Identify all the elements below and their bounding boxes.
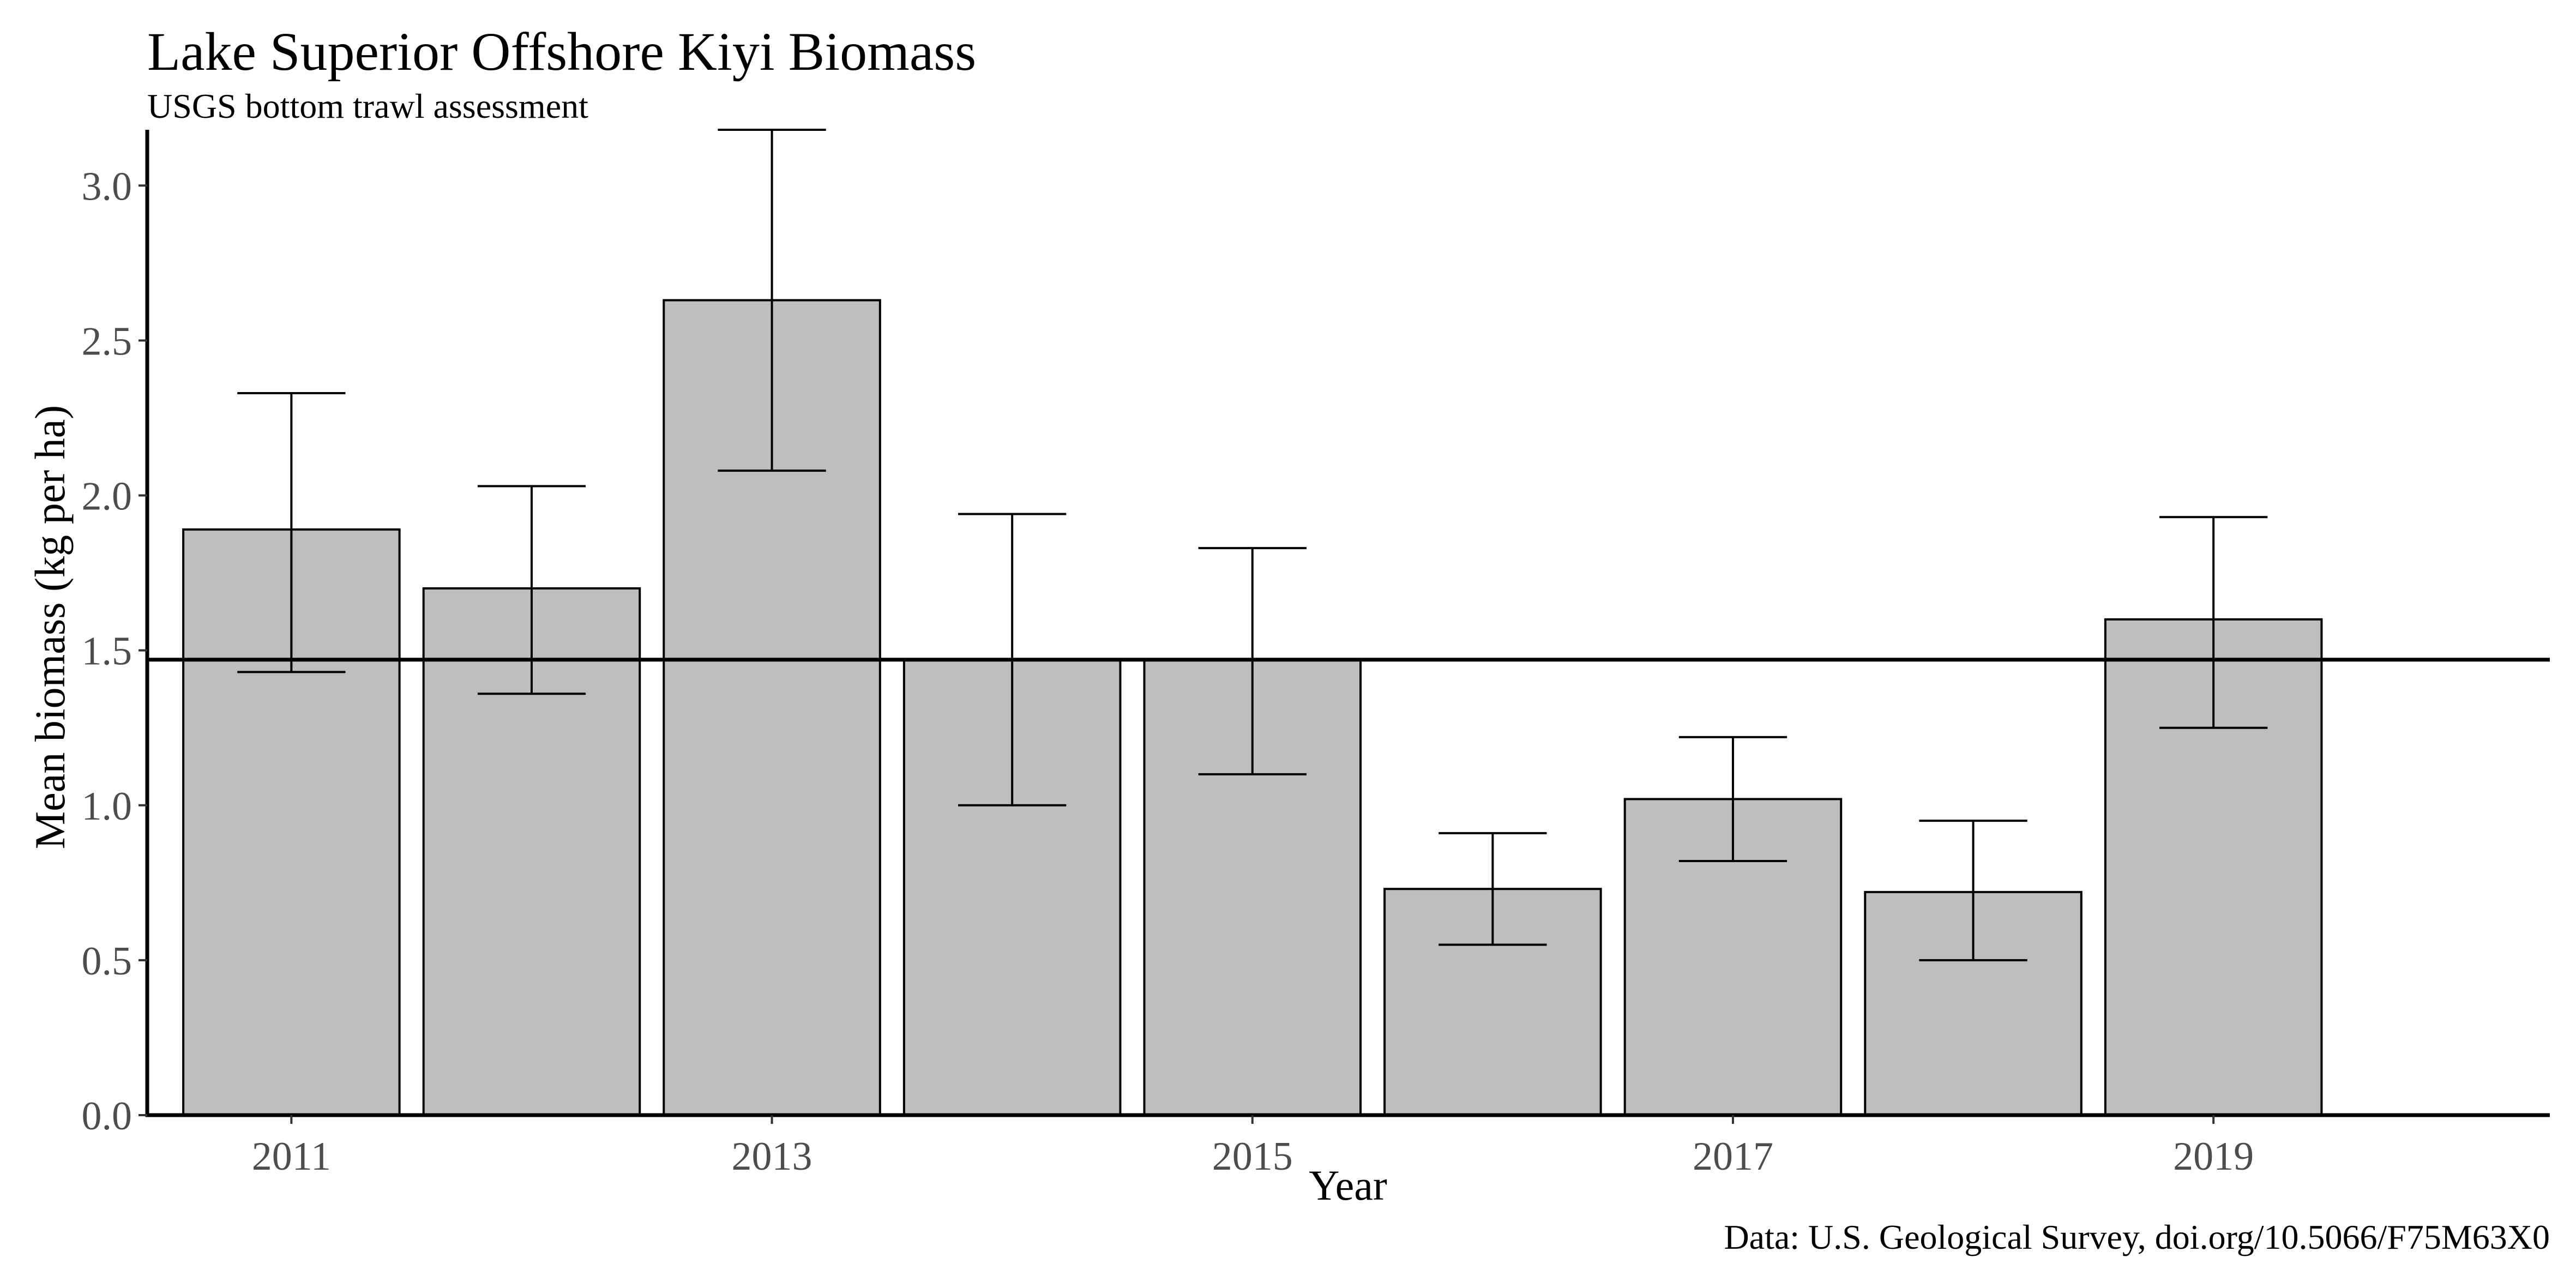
- y-tick-label: 2.0: [82, 474, 133, 519]
- x-axis-title: Year: [1309, 1161, 1387, 1209]
- error-bar-2017: [1678, 736, 1787, 863]
- y-axis-title: Mean biomass (kg per ha): [26, 405, 74, 849]
- y-tick-label: 0.5: [82, 939, 133, 984]
- y-ticks-group: 0.0 0.5 1.0 1.5 2.0 2.5 3.0: [82, 164, 147, 1139]
- chart-caption: Data: U.S. Geological Survey, doi.org/10…: [1724, 1218, 2550, 1256]
- x-ticks-group: 2011 2013 2015 2017 2019: [252, 1115, 2254, 1179]
- y-tick-label: 1.5: [82, 629, 133, 674]
- chart-subtitle: USGS bottom trawl assessment: [147, 87, 588, 125]
- x-tick-label: 2019: [2173, 1134, 2254, 1179]
- x-tick-label: 2017: [1693, 1134, 1773, 1179]
- x-tick-label: 2011: [252, 1134, 331, 1179]
- error-bar-2018: [1919, 820, 2027, 961]
- y-tick-label: 3.0: [82, 164, 133, 209]
- error-bar-2019: [2159, 516, 2268, 729]
- error-bars-group: [237, 129, 2268, 961]
- y-tick-label: 2.5: [82, 319, 133, 364]
- chart-title: Lake Superior Offshore Kiyi Biomass: [147, 21, 976, 82]
- y-tick-label: 1.0: [82, 784, 133, 829]
- y-tick-label: 0.0: [82, 1094, 133, 1139]
- x-tick-label: 2015: [1212, 1134, 1293, 1179]
- error-bar-2011: [237, 392, 346, 673]
- error-bar-2013: [718, 129, 826, 472]
- error-bar-2016: [1439, 832, 1547, 946]
- x-tick-label: 2013: [732, 1134, 812, 1179]
